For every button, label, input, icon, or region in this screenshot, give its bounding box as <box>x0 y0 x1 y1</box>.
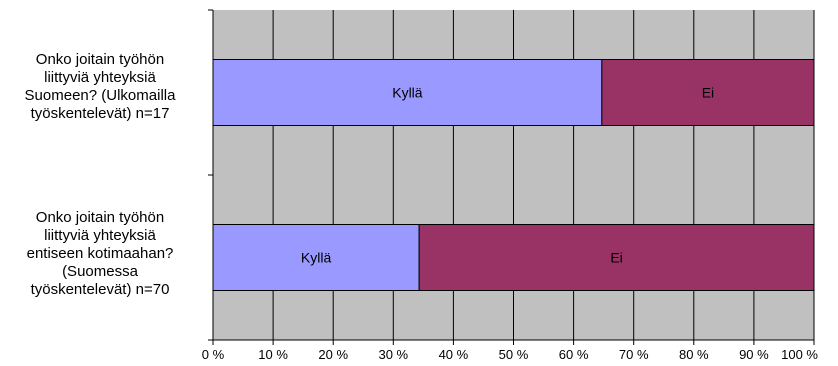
bar-label: Ei <box>610 250 622 266</box>
bar-segment <box>212 224 420 291</box>
bar-label: Kyllä <box>392 85 423 101</box>
x-tick-label: 20 % <box>318 347 348 362</box>
category-label-line: liittyviä yhteyksiä <box>44 69 156 86</box>
bar-segment <box>601 59 815 126</box>
x-tick-label: 60 % <box>559 347 589 362</box>
x-tick-label: 40 % <box>439 347 469 362</box>
category-label-line: liittyviä yhteyksiä <box>44 227 156 244</box>
bar-segment <box>418 224 815 291</box>
category-label-1: Onko joitain työhön liittyviä yhteyksiä Su… <box>0 51 200 123</box>
category-label-line: työskentelevät) n=70 <box>30 281 170 298</box>
bar-label: Ei <box>702 85 714 101</box>
category-label-line: Suomeen? (Ulkomailla <box>24 87 176 104</box>
category-label-line: Onko joitain työhön <box>35 209 165 226</box>
x-tick-label: 90 % <box>739 347 769 362</box>
x-tick-label: 70 % <box>619 347 649 362</box>
category-label-2: Onko joitain työhön liittyviä yhteyksiä en… <box>0 209 200 299</box>
category-label-line: Onko joitain työhön <box>35 51 165 68</box>
category-label-line: entiseen kotimaahan? <box>26 245 174 262</box>
bar-segment <box>212 59 603 126</box>
x-tick-label: 80 % <box>679 347 709 362</box>
bar-label: Kyllä <box>301 250 332 266</box>
x-tick-label: 100 % <box>781 347 818 362</box>
x-tick-label: 30 % <box>378 347 408 362</box>
x-tick-label: 50 % <box>499 347 529 362</box>
x-tick-label: 10 % <box>258 347 288 362</box>
x-tick-label: 0 % <box>202 347 225 362</box>
category-label-line: (Suomessa <box>62 263 138 280</box>
category-label-line: työskentelevät) n=17 <box>30 105 170 122</box>
